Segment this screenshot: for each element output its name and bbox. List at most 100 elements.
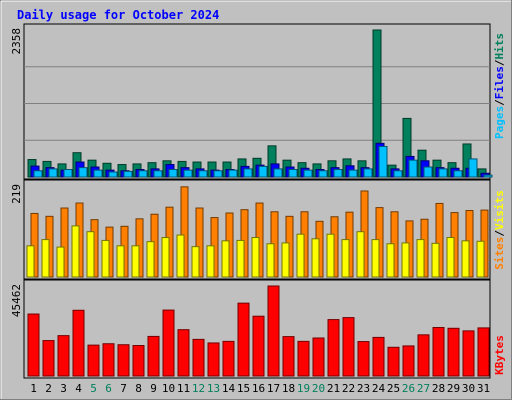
bar-kbytes [132,345,145,377]
bar-kbytes [387,346,400,377]
x-tick-label: 5 [90,382,97,395]
bar-visits [371,239,380,278]
side-label-part: Hits [493,33,506,60]
bar-visits [476,240,485,278]
bar-visits [446,237,455,278]
bar-kbytes [447,327,460,377]
bar-kbytes [342,317,355,377]
x-tick-label: 3 [60,382,67,395]
side-label-part: Pages [493,106,506,139]
bar-kbytes [162,309,175,377]
bar-visits [206,245,215,278]
bar-kbytes [207,342,220,377]
bar-pages [258,165,268,178]
bar-visits [221,240,230,278]
x-tick-label: 9 [150,382,157,395]
bar-visits [431,242,440,278]
bar-pages [138,170,148,178]
bar-visits [131,245,140,278]
bar-pages [468,158,478,178]
bar-visits [461,240,470,278]
bar-pages [363,168,373,178]
bar-visits [236,239,245,278]
bar-kbytes [312,337,325,377]
bar-visits [41,239,50,278]
bar-pages [453,170,463,178]
kbytes-panel: 45462 [10,279,491,379]
bar-kbytes [57,335,70,377]
bar-pages [183,169,193,178]
bar-kbytes [147,335,160,377]
bar-visits [281,242,290,278]
x-tick-label: 15 [237,382,250,395]
bar-kbytes [372,336,385,377]
bar-pages [108,171,118,178]
bar-kbytes [282,336,295,377]
bar-pages [483,174,493,178]
side-label-top: Pages/Files/Hits [493,33,506,139]
bar-kbytes [72,309,85,377]
bar-pages [273,168,283,178]
bar-kbytes [327,319,340,377]
x-tick-label: 27 [417,382,430,395]
bar-visits [161,237,170,278]
bar-visits [71,225,80,278]
bar-visits [266,243,275,278]
x-tick-label: 14 [222,382,236,395]
bar-pages [123,170,133,178]
bar-pages [168,169,178,178]
side-label-bottom: KBytes [493,335,506,375]
x-tick-label: 17 [267,382,280,395]
x-tick-label: 4 [75,382,82,395]
x-tick-label: 7 [120,382,127,395]
bar-pages [63,169,73,178]
bar-pages [153,170,163,178]
bar-pages [288,169,298,178]
bar-kbytes [417,334,430,377]
bar-visits [146,241,155,278]
bar-kbytes [267,285,280,377]
x-tick-label: 25 [387,382,400,395]
bar-pages [423,166,433,178]
bar-pages [303,169,313,178]
panel-frame [23,23,491,180]
hits-panel: 2358 [10,23,493,180]
bar-visits [386,243,395,278]
x-tick-label: 2 [45,382,52,395]
bar-kbytes [42,340,55,377]
x-axis: 1 2 3 4 5 6 7 8 9 10 11 12 13 14 15 16 17 18 19 20 21 22 23 24 2… [30,382,490,395]
x-tick-label: 16 [252,382,265,395]
bar-kbytes [402,345,415,377]
x-tick-label: 24 [372,382,386,395]
bar-kbytes [462,330,475,377]
bar-visits [116,245,125,278]
x-tick-label: 26 [402,382,415,395]
x-tick-label: 19 [297,382,310,395]
side-label-part: / [493,230,506,237]
sites-panel: 219 [10,179,491,280]
x-tick-label: 23 [357,382,370,395]
bar-pages [93,169,103,178]
bar-visits [401,242,410,278]
bar-pages [378,145,388,178]
x-tick-label: 10 [162,382,175,395]
bar-visits [101,239,110,278]
bar-pages [33,170,43,178]
x-tick-label: 18 [282,382,295,395]
bar-pages [48,168,58,178]
bar-visits [311,238,320,278]
bar-kbytes [177,329,190,377]
bar-visits [416,239,425,278]
bar-visits [86,231,95,278]
bar-visits [251,237,260,278]
bar-kbytes [432,326,445,377]
bar-pages [438,168,448,178]
bar-pages [318,170,328,178]
x-tick-label: 21 [327,382,340,395]
chart-panels: 235821945462Pages/Files/HitsSites/Visits… [10,23,506,379]
bar-pages [333,169,343,178]
bar-pages [408,159,418,178]
y-max-label: 219 [10,184,23,204]
bar-visits [56,246,65,278]
